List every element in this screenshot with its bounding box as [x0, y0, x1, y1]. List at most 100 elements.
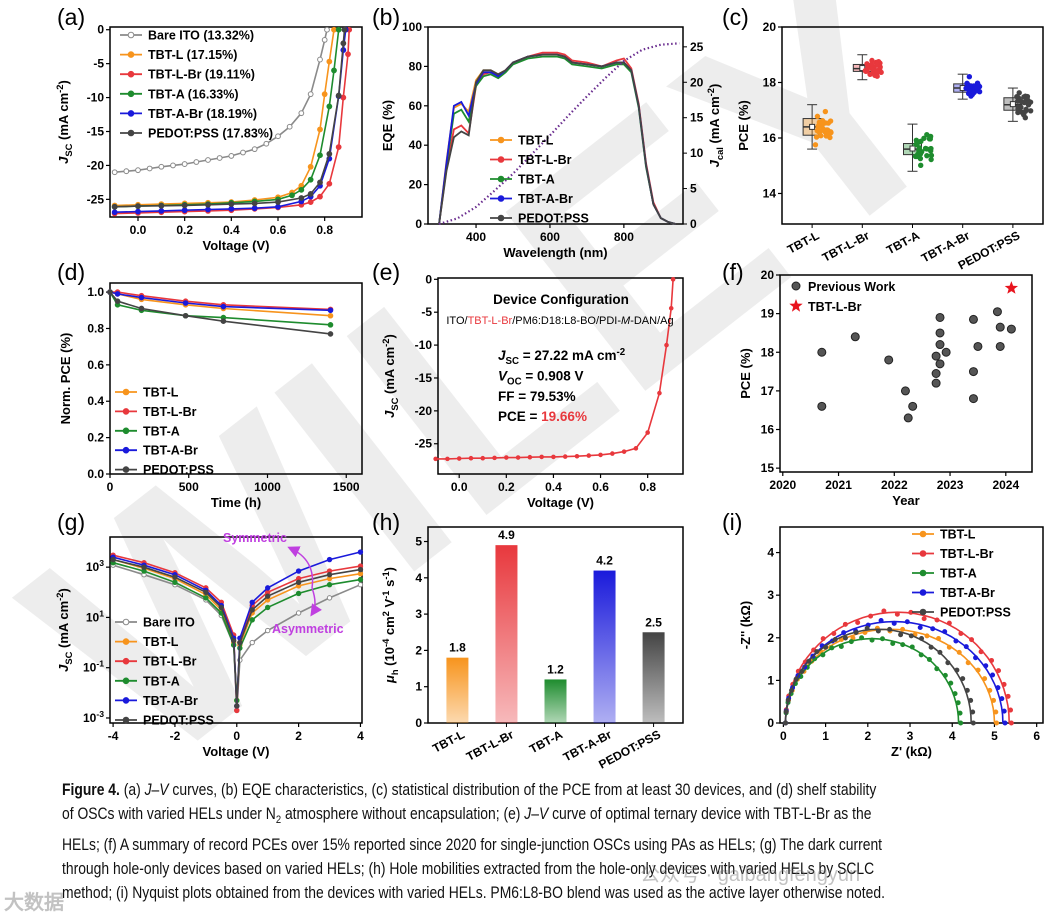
previous-work-point	[968, 314, 978, 324]
data-point	[783, 709, 789, 715]
data-point	[936, 636, 942, 642]
data-point	[307, 199, 314, 205]
data-point	[182, 312, 189, 319]
data-point	[286, 123, 293, 130]
data-point	[326, 103, 333, 110]
x-tick-label: 4	[949, 729, 956, 743]
data-point	[1008, 720, 1014, 726]
data-point	[295, 568, 302, 574]
legend-marker	[127, 51, 135, 58]
data-point	[1001, 708, 1007, 714]
annotation-symmetric: Symmetric	[223, 531, 287, 545]
data-point	[340, 40, 347, 47]
legend-marker	[122, 638, 130, 645]
data-point	[900, 626, 906, 632]
data-point	[295, 610, 302, 616]
device-point	[863, 68, 869, 74]
data-point	[249, 639, 255, 646]
y-tick-label: 100	[402, 20, 422, 34]
legend-marker	[919, 530, 927, 538]
data-point	[317, 179, 323, 186]
legend-item: PEDOT:PSS	[912, 606, 1011, 620]
x-tick-label: 0	[780, 729, 787, 743]
legend-item: Bare ITO (13.32%)	[120, 29, 254, 43]
figure-caption: Figure 4. (a) J–V curves, (b) EQE charac…	[62, 778, 1055, 905]
device-point	[818, 133, 824, 139]
legend-marker	[497, 156, 505, 163]
previous-work-point	[931, 378, 941, 388]
device-point	[927, 134, 933, 140]
legend-item: PEDOT:PSS	[115, 463, 214, 477]
data-point	[331, 67, 337, 74]
data-point	[842, 621, 848, 627]
data-point	[357, 576, 364, 583]
data-point	[138, 305, 145, 312]
legend-label: PEDOT:PSS	[518, 212, 589, 226]
data-point	[621, 449, 627, 454]
data-point	[924, 633, 930, 639]
data-point	[878, 618, 884, 624]
data-point	[853, 630, 859, 636]
panel-f: (f) 2020 2021 2022 2023 2024 15 16 17 18 19 20 Year P…	[722, 259, 1033, 508]
legend-label: TBT-A	[940, 567, 977, 581]
y-tick-label: 101	[86, 608, 104, 624]
data-point	[317, 193, 323, 200]
legend-label: TBT-A-Br	[940, 586, 995, 600]
series-TBT-L-Br	[782, 608, 1014, 726]
y-tick-label: 1	[415, 680, 422, 694]
data-point	[964, 687, 970, 693]
y-tick-label: 0	[767, 716, 774, 730]
data-point	[251, 200, 258, 207]
data-point	[492, 455, 497, 461]
legend-label: TBT-L	[518, 134, 554, 148]
data-point	[957, 710, 963, 716]
device-point	[964, 84, 971, 91]
legend-label: TBT-L-Br (19.11%)	[148, 68, 255, 82]
legend-label: TBT-L-Br	[143, 405, 197, 419]
device-point	[867, 71, 873, 78]
y-tick-label: 40	[409, 138, 423, 152]
panel-d: (d) 0 500 1000 1500 0.0 0.2 0.4 0.6 0.8 1.0 Time (h…	[57, 259, 363, 510]
data-point	[341, 26, 348, 33]
device-point	[914, 141, 920, 147]
x-tick-label: TBT-A	[527, 727, 565, 756]
y-tick-label: 10-3	[83, 709, 104, 725]
data-point	[307, 176, 314, 183]
data-point	[327, 322, 334, 328]
device-point	[917, 155, 924, 162]
data-point	[123, 168, 130, 175]
panel-label: (a)	[57, 4, 85, 30]
y-tick-label: -20	[87, 158, 105, 172]
y2-tick-label: 15	[690, 111, 704, 125]
data-point	[264, 604, 271, 611]
previous-work-point	[850, 332, 860, 342]
data-point	[295, 590, 302, 597]
series-PEDOT:PSS	[107, 289, 334, 337]
data-point	[956, 649, 962, 655]
legend-marker	[122, 697, 130, 704]
panel-e: (e) 0.0 0.2 0.4 0.6 0.8 0 -5 -10 -15 -20 -25 Voltage…	[372, 259, 684, 510]
legend-marker	[127, 129, 135, 137]
x-axis-label: Voltage (V)	[527, 495, 594, 510]
legend-marker	[497, 175, 505, 183]
plot-frame	[109, 536, 363, 724]
device-point	[913, 153, 920, 160]
data-point	[234, 703, 240, 709]
legend-marker	[122, 427, 130, 435]
data-point	[228, 153, 235, 159]
data-point	[249, 599, 255, 605]
legend-item: PEDOT:PSS	[115, 714, 214, 728]
data-point	[321, 91, 328, 98]
panel-label: (c)	[722, 4, 749, 30]
data-point	[668, 305, 674, 311]
data-point	[263, 140, 270, 147]
data-point	[135, 167, 141, 174]
legend-item: TBT-A-Br (18.19%)	[120, 107, 257, 121]
legend-marker	[122, 677, 130, 685]
data-point	[829, 645, 835, 651]
y-tick-label: 20	[763, 20, 777, 34]
data-point	[216, 155, 223, 161]
y-tick-label: 4	[415, 571, 422, 585]
box-TBT-L-Br	[852, 54, 884, 81]
